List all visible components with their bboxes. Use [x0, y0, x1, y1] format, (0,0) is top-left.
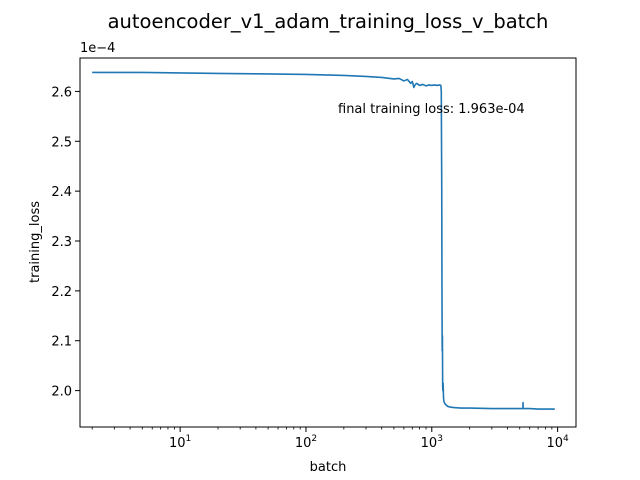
y-axis-label: training_loss — [28, 201, 43, 283]
x-tick-label: 101 — [169, 434, 191, 451]
training-loss-line — [92, 71, 555, 410]
y-tick-label: 2.1 — [51, 335, 72, 350]
y-tick-label: 2.5 — [51, 135, 72, 150]
y-tick-label: 2.3 — [51, 235, 72, 250]
x-tick-label: 103 — [421, 434, 443, 451]
final-loss-annotation: final training loss: 1.963e-04 — [338, 102, 525, 117]
y-tick-label: 2.4 — [51, 185, 72, 200]
ticks-layer: 101 102 103 104 2.0 2.1 2.2 2.3 2.4 2.5 2.6 — [51, 85, 569, 451]
series-layer — [92, 71, 555, 410]
plot-background — [80, 58, 576, 427]
x-tick-label: 102 — [295, 434, 317, 451]
y-tick-label: 2.2 — [51, 285, 72, 300]
plot-frame — [79, 57, 577, 428]
y-tick-label: 2.6 — [51, 85, 72, 100]
x-tick-label: 104 — [546, 434, 569, 451]
y-tick-label: 2.0 — [51, 385, 72, 400]
x-axis-label: batch — [310, 460, 347, 475]
chart-title: autoencoder_v1_adam_training_loss_v_batc… — [108, 10, 549, 33]
y-offset-label: 1e−4 — [80, 41, 115, 56]
